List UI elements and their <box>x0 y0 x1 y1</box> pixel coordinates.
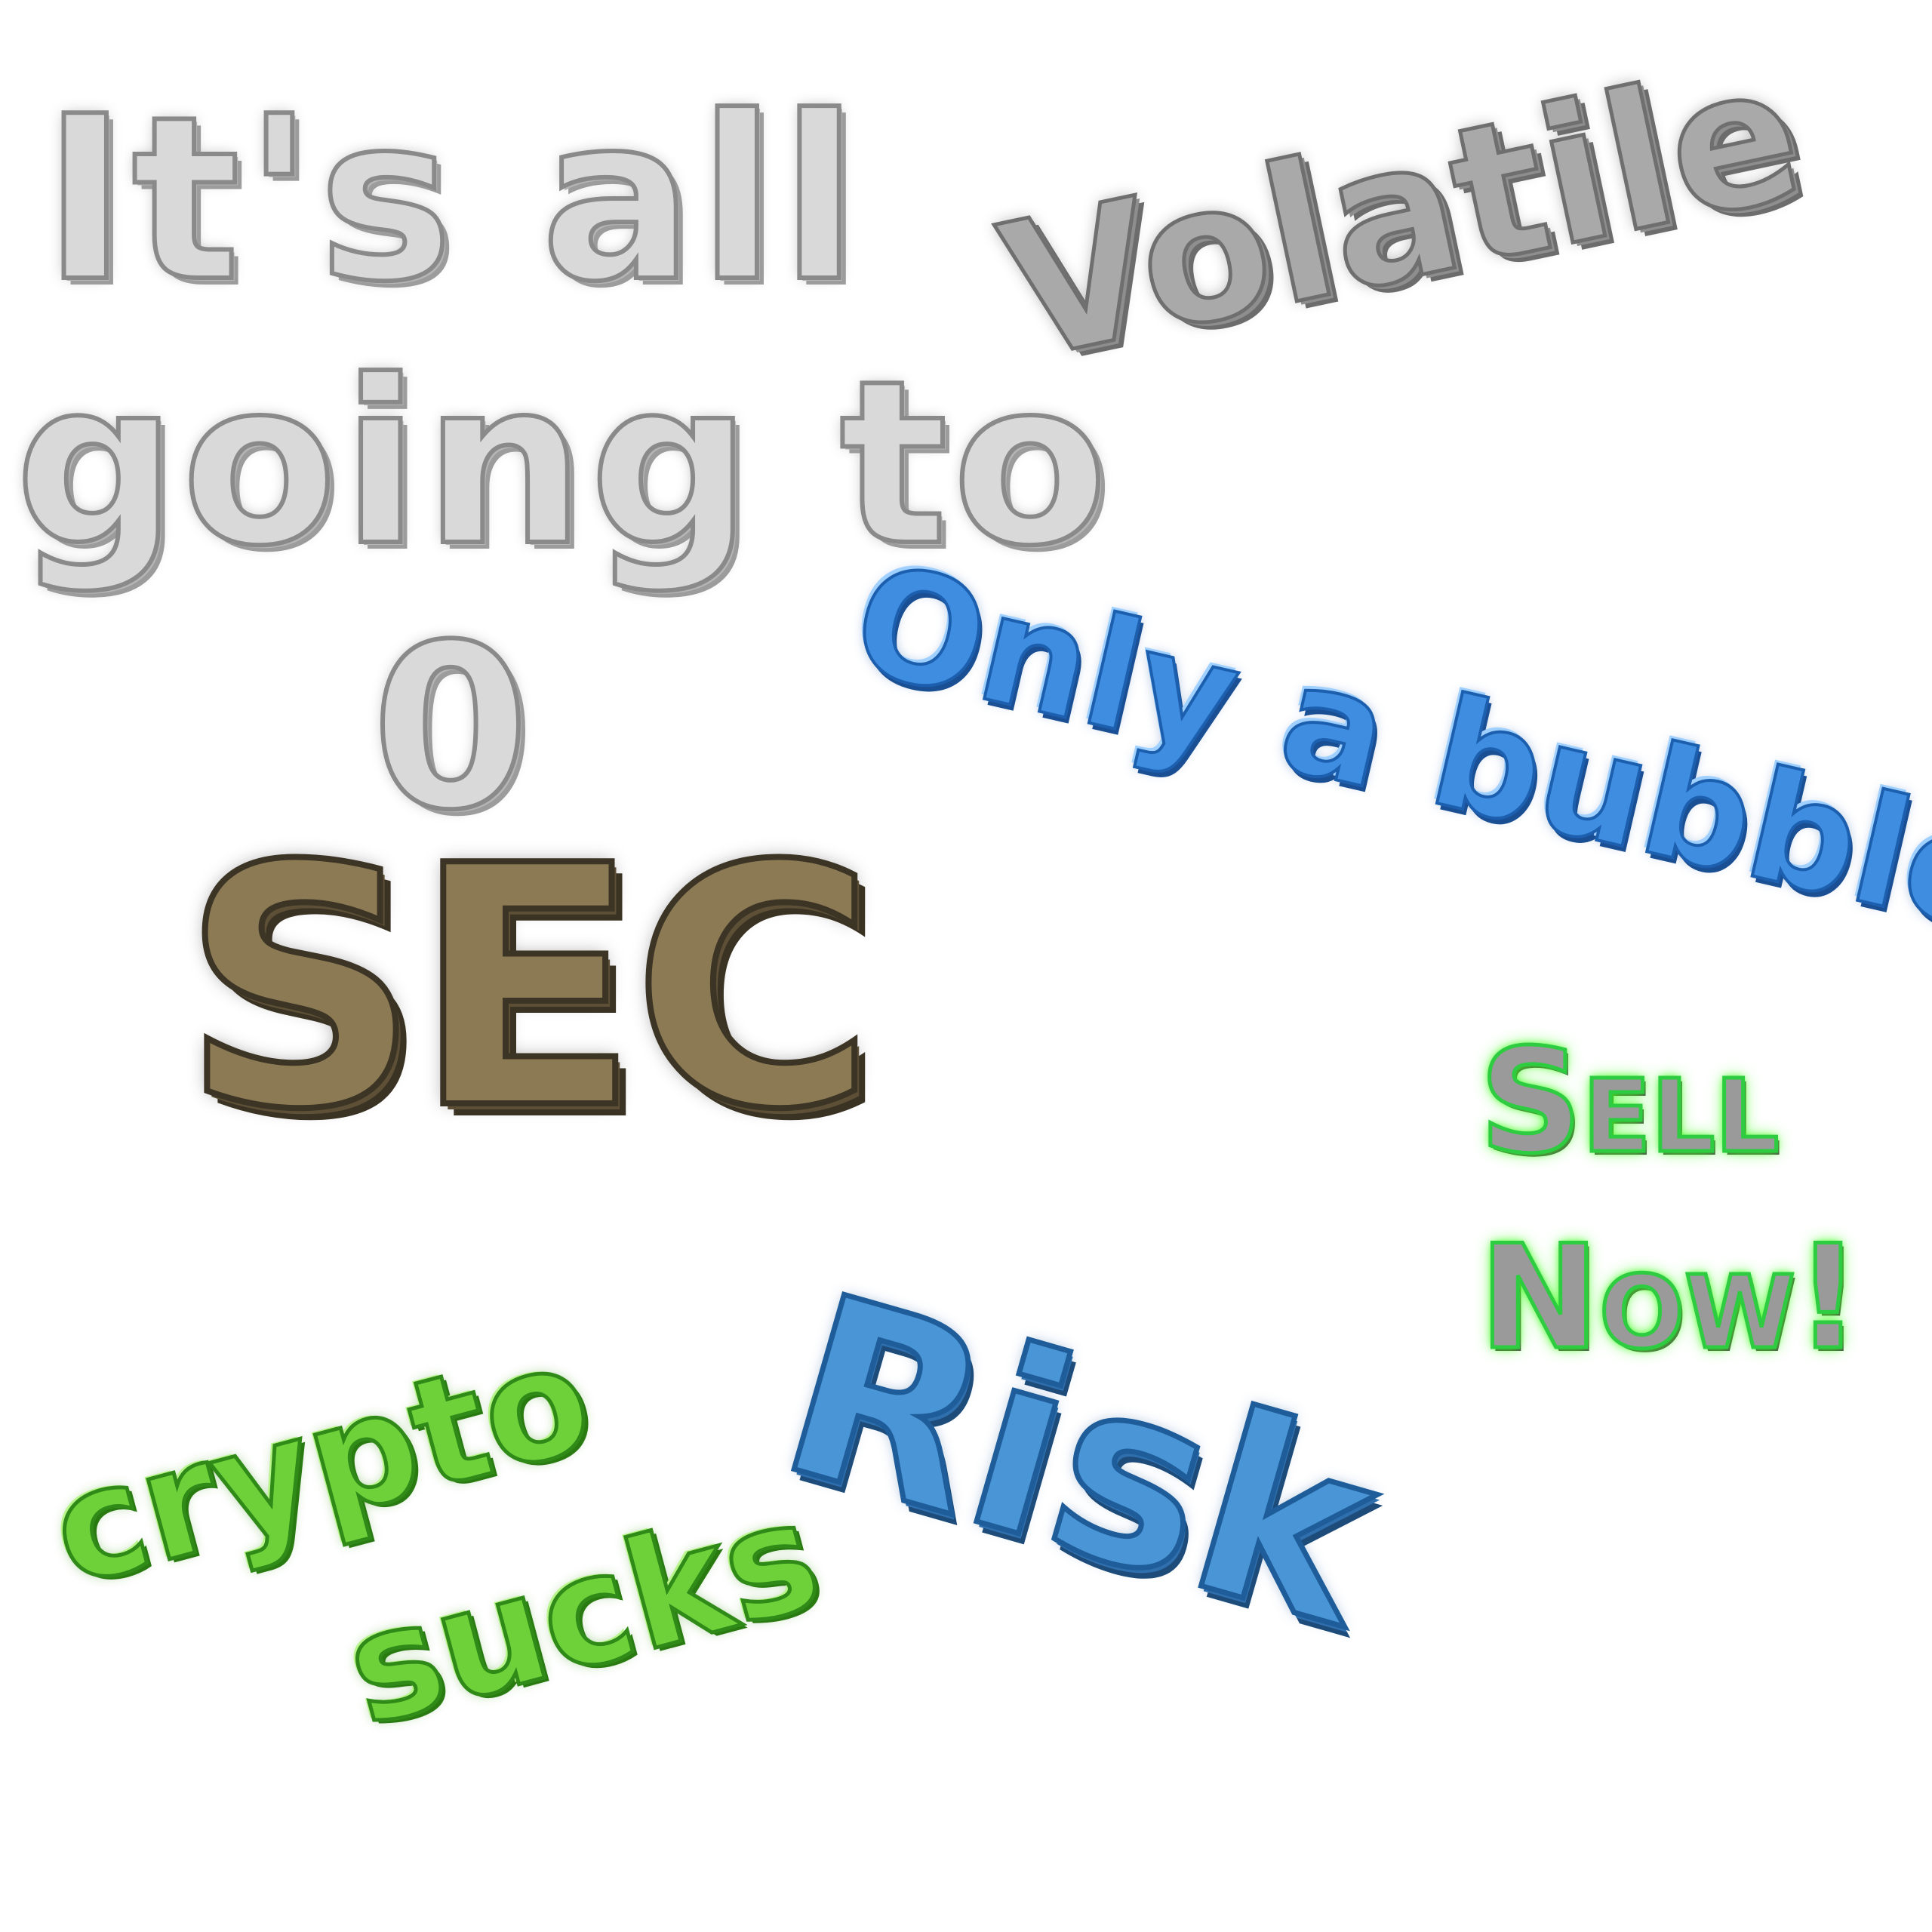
phrase-line: 0 <box>370 594 534 862</box>
phrase-its-all-going-to-zero: It's all going to 0 <box>13 66 1112 862</box>
phrase-only-a-bubble: Only a bubble <box>837 529 1932 968</box>
phrase-line: Now! <box>1477 1213 1862 1383</box>
phrase-crypto-sucks: crypto sucks <box>30 1238 869 1842</box>
phrase-risk: Risk <box>753 1238 1407 1685</box>
phrase-sell-now: Sell Now! <box>1477 1004 1862 1396</box>
phrase-line: Sell <box>1477 1017 1780 1187</box>
phrase-line: It's all <box>41 66 863 334</box>
phrase-volatile: Volatile <box>983 19 1820 405</box>
phrase-sec: SEC <box>178 795 878 1182</box>
phrase-line: going to <box>13 330 1112 598</box>
